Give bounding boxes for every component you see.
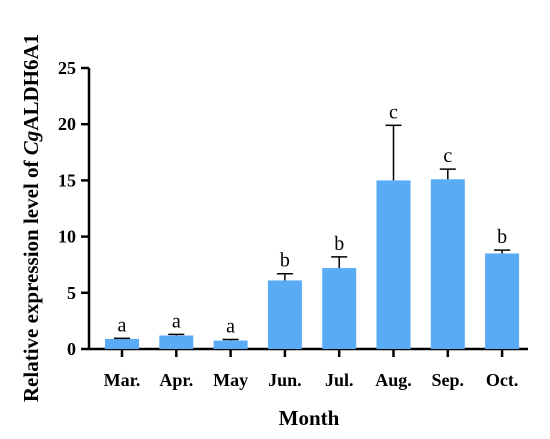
y-tick-label: 0 (67, 339, 76, 359)
y-axis-title-italic: Cg (19, 131, 43, 156)
y-tick-label: 25 (58, 58, 76, 78)
y-axis-title: Relative expression level of CgALDH6A1 (19, 34, 43, 402)
bar (159, 335, 194, 349)
bar (430, 179, 465, 349)
x-tick-label: Mar. (104, 370, 141, 390)
y-tick-label: 15 (58, 170, 76, 190)
bar (485, 253, 520, 349)
significance-label: b (280, 250, 290, 272)
y-axis-title-prefix: Relative expression level of (19, 155, 43, 402)
y-tick-label: 10 (58, 227, 76, 247)
significance-label: a (118, 314, 127, 336)
x-tick-label: Jun. (268, 370, 302, 390)
bar (213, 340, 248, 349)
y-tick-label: 20 (58, 114, 76, 134)
x-axis: Mar. Apr. May Jun. Jul. Aug. Sep. Oct. (89, 347, 528, 390)
bar (322, 268, 357, 349)
x-tick-label: Sep. (432, 370, 465, 390)
x-tick-label: Oct. (486, 370, 518, 390)
x-tick-label: Aug. (375, 370, 412, 390)
significance-labels: a a a b b c c b (118, 101, 508, 337)
error-bars (114, 124, 511, 341)
significance-label: b (497, 226, 507, 248)
x-axis-title: Month (279, 406, 340, 430)
significance-label: b (334, 233, 344, 255)
y-axis-title-suffix: ALDH6A1 (19, 34, 43, 131)
x-tick-label: Jul. (325, 370, 354, 390)
bars (105, 179, 520, 349)
significance-label: c (389, 101, 398, 123)
bar (376, 180, 411, 349)
significance-label: a (172, 310, 181, 332)
y-axis: 0 5 10 15 20 25 (58, 58, 91, 359)
significance-label: c (443, 145, 452, 167)
bar (105, 338, 139, 349)
y-tick-label: 5 (67, 283, 76, 303)
bar (267, 280, 302, 349)
x-tick-label: May (213, 370, 248, 390)
x-tick-label: Apr. (159, 370, 193, 390)
significance-label: a (226, 315, 235, 337)
